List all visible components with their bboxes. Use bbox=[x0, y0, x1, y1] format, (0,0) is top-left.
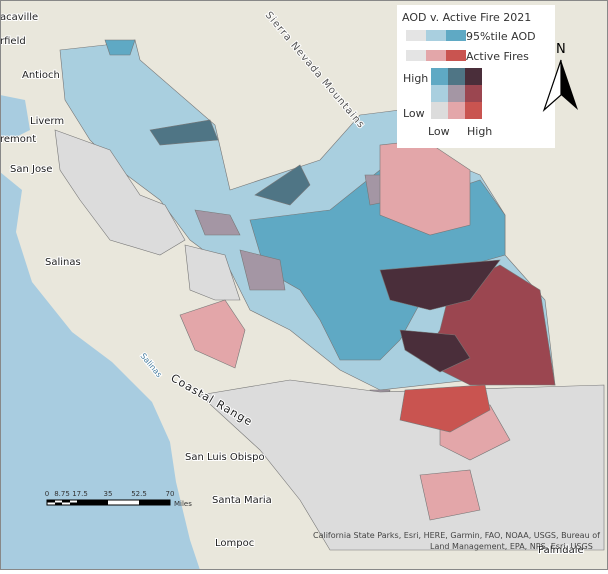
region bbox=[254, 164, 311, 206]
place-label: Salinas bbox=[45, 257, 81, 268]
legend-label: 95%tile AOD bbox=[466, 30, 536, 43]
region bbox=[419, 469, 481, 521]
legend: AOD v. Active Fire 2021 95%tile AOD Acti… bbox=[397, 5, 555, 148]
place-label: acaville bbox=[0, 12, 38, 23]
region bbox=[179, 299, 246, 369]
place-label: Liverm bbox=[30, 116, 64, 127]
scale-segment bbox=[70, 502, 77, 505]
scale-tick: 17.5 bbox=[72, 490, 88, 498]
legend-swatch bbox=[426, 50, 446, 61]
legend-swatch bbox=[406, 50, 426, 61]
scale-segment bbox=[55, 502, 62, 505]
region bbox=[54, 129, 186, 256]
legend-title: AOD v. Active Fire 2021 bbox=[402, 11, 531, 24]
scale-tick: 52.5 bbox=[131, 490, 147, 498]
scale-segment bbox=[77, 500, 108, 505]
scale-bar: 0 8.75 17.5 35 52.5 70 Miles bbox=[45, 490, 192, 508]
legend-swatch bbox=[446, 30, 466, 41]
legend-cell bbox=[431, 85, 448, 102]
legend-swatch bbox=[446, 50, 466, 61]
north-label: N bbox=[556, 42, 566, 57]
region bbox=[184, 244, 241, 301]
scale-segment bbox=[139, 500, 170, 505]
legend-cell bbox=[431, 102, 448, 119]
scale-tick: 35 bbox=[104, 490, 113, 498]
region bbox=[199, 379, 605, 551]
arrow-half bbox=[542, 59, 562, 112]
legend-cell bbox=[465, 85, 482, 102]
legend-swatch bbox=[406, 30, 426, 41]
place-label: San Luis Obispo bbox=[185, 452, 265, 463]
legend-cell bbox=[448, 85, 465, 102]
region bbox=[379, 259, 501, 311]
legend-cell bbox=[448, 68, 465, 85]
legend-swatch bbox=[426, 30, 446, 41]
legend-cell bbox=[431, 68, 448, 85]
legend-cell bbox=[448, 102, 465, 119]
region bbox=[194, 209, 241, 236]
ocean bbox=[0, 172, 200, 570]
place-label: Palmdale bbox=[538, 545, 584, 556]
legend-axis-label: High bbox=[403, 72, 428, 85]
legend-axis-label: Low bbox=[428, 125, 450, 138]
scale-segment bbox=[62, 500, 70, 503]
scale-tick: 8.75 bbox=[54, 490, 70, 498]
north-arrow: N bbox=[542, 42, 578, 112]
legend-label: Active Fires bbox=[466, 50, 529, 63]
attribution: Land Management, EPA, NPS, Esri, USGS bbox=[430, 542, 593, 551]
region bbox=[149, 119, 219, 146]
legend-cell bbox=[465, 102, 482, 119]
region bbox=[399, 384, 491, 433]
place-label: Santa Maria bbox=[212, 495, 272, 506]
region bbox=[104, 39, 136, 56]
scale-tick: 70 bbox=[166, 490, 175, 498]
attribution: California State Parks, Esri, HERE, Garm… bbox=[313, 531, 600, 540]
place-label: Antioch bbox=[22, 70, 60, 81]
scale-tick: 0 bbox=[45, 490, 49, 498]
legend-axis-label: Low bbox=[403, 107, 425, 120]
place-label: remont bbox=[0, 134, 36, 145]
region bbox=[399, 329, 471, 373]
legend-cell bbox=[465, 68, 482, 85]
scale-unit: Miles bbox=[174, 500, 192, 508]
place-label: rfield bbox=[0, 36, 26, 47]
regions bbox=[54, 39, 605, 551]
place-label: San Jose bbox=[10, 164, 52, 175]
place-label: Lompoc bbox=[215, 538, 254, 549]
scale-segment bbox=[47, 500, 55, 503]
legend-axis-label: High bbox=[467, 125, 492, 138]
region bbox=[239, 249, 286, 291]
arrow-half bbox=[561, 60, 578, 110]
bay bbox=[0, 95, 30, 140]
